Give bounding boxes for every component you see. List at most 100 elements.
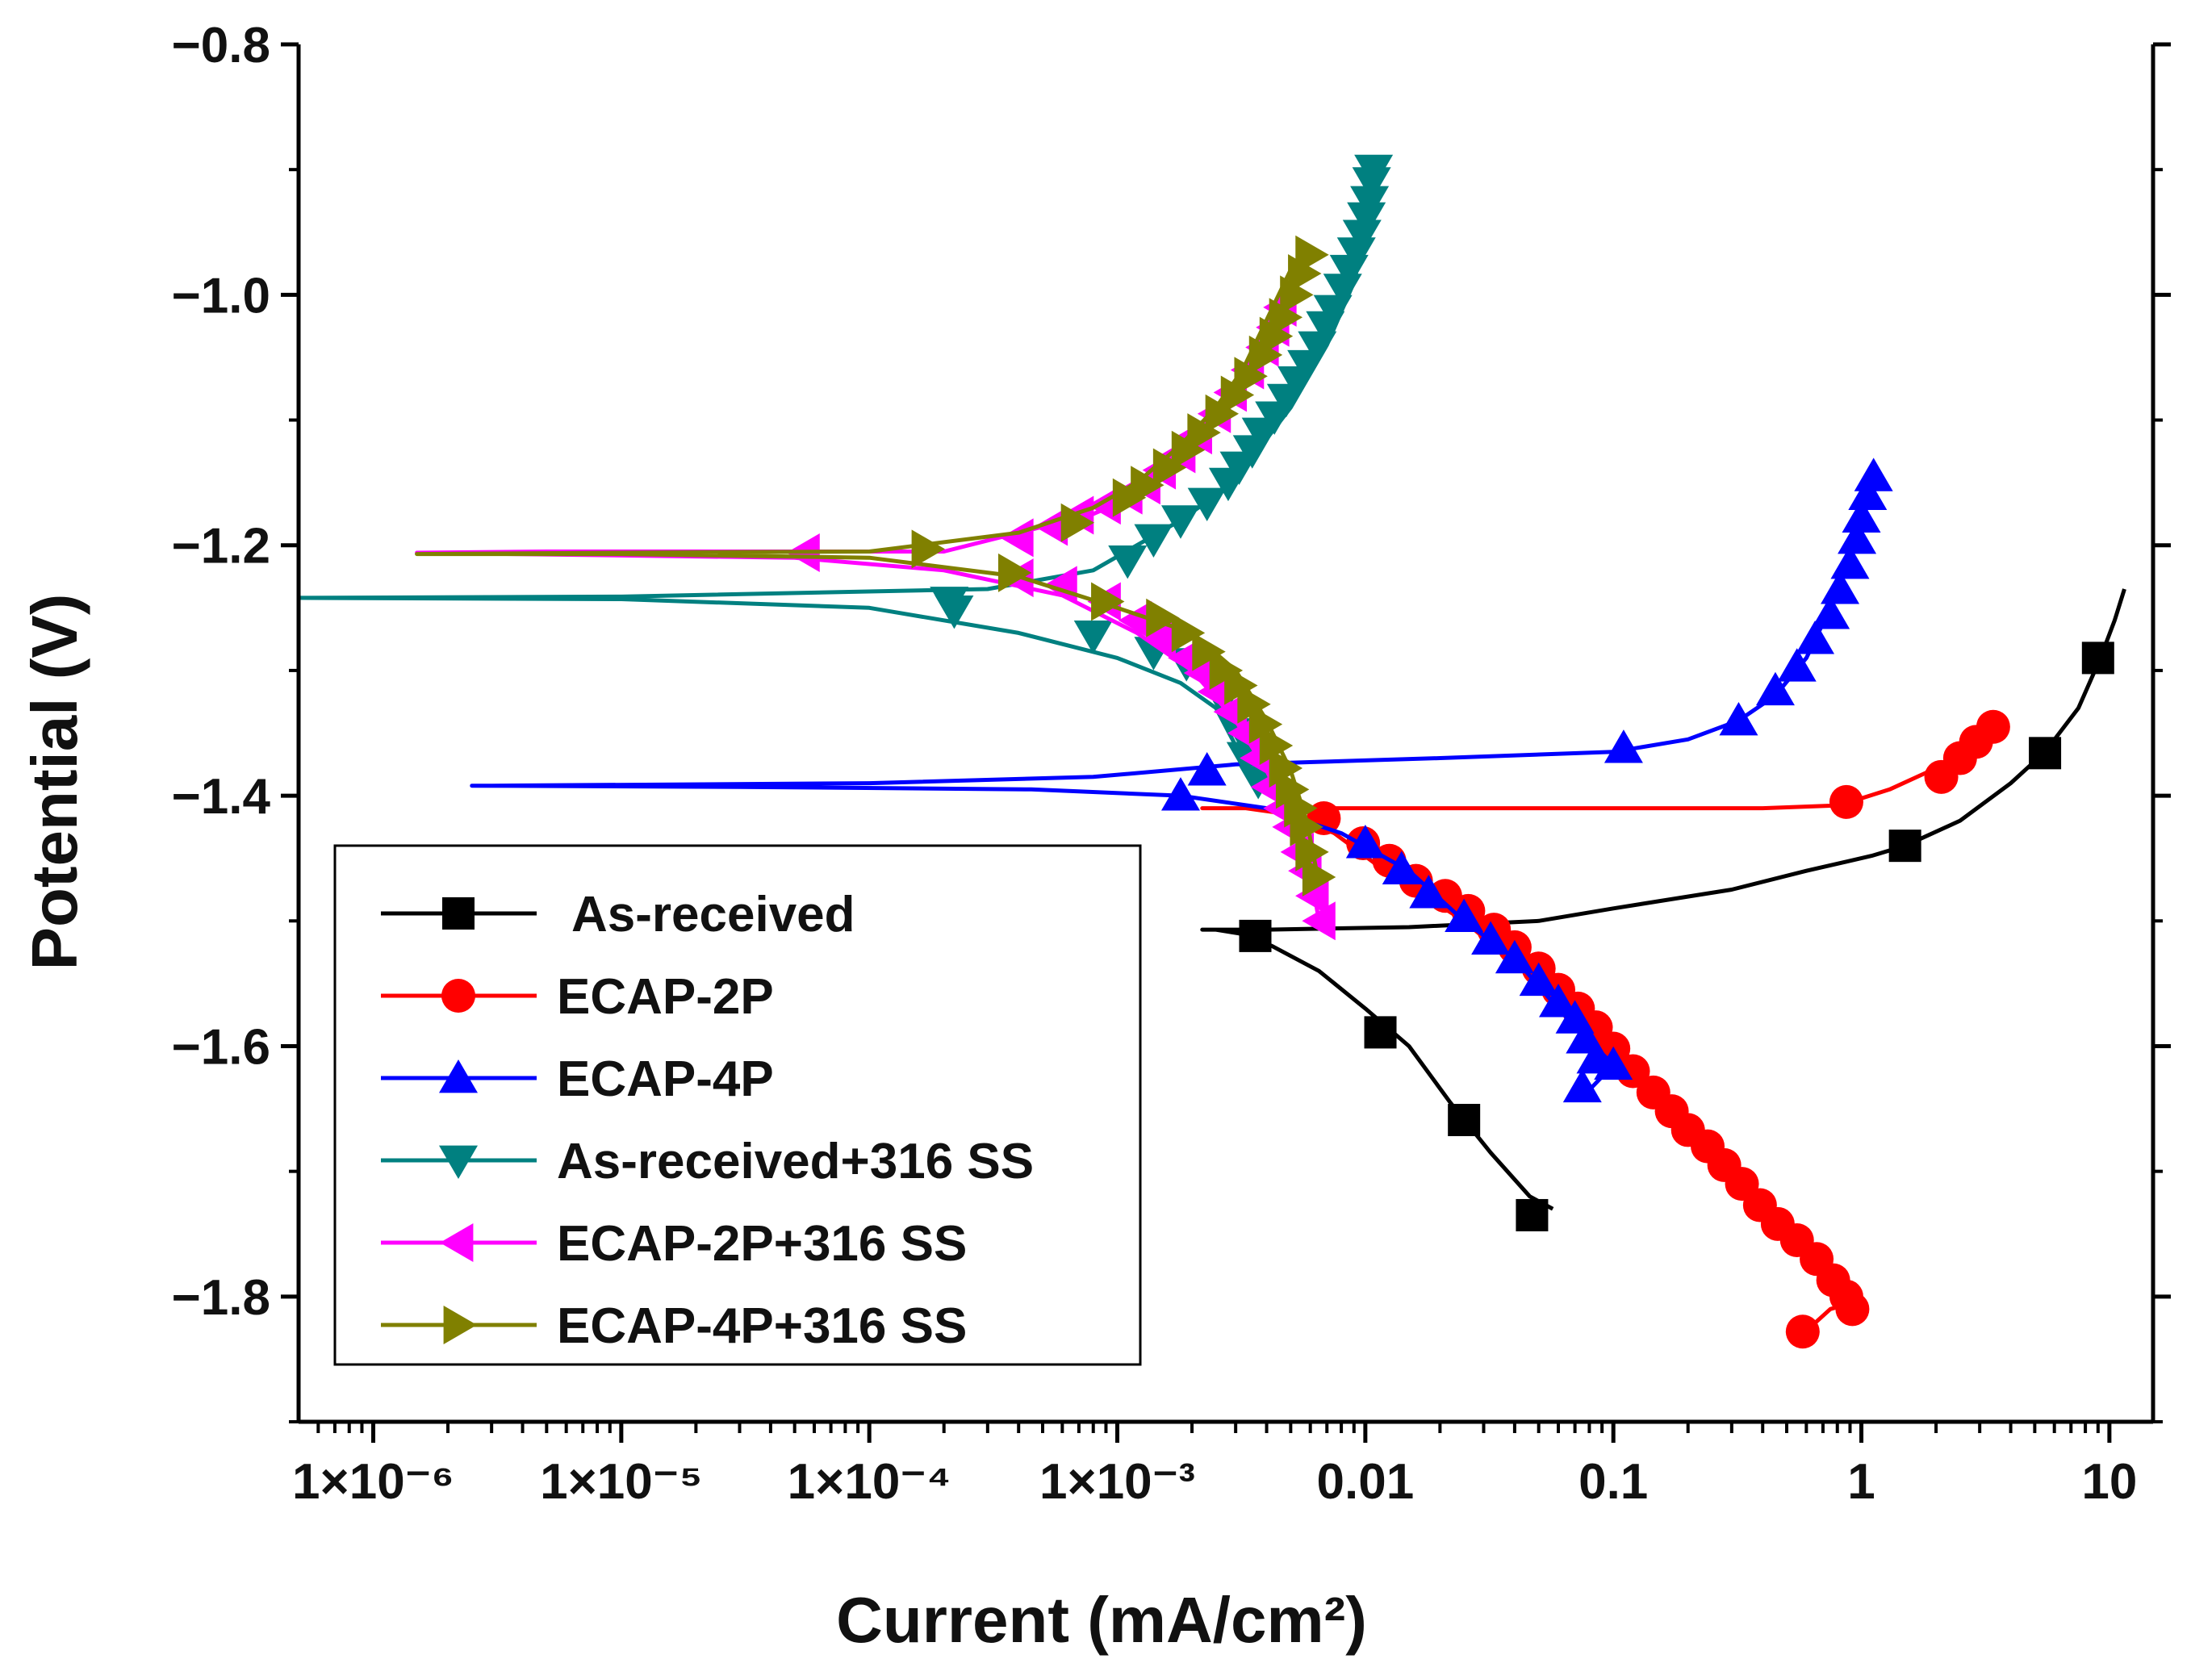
data-point-ecap-4p-6 — [1471, 921, 1511, 955]
data-point-ecap-4p-plus-316-ss-8 — [1237, 684, 1271, 724]
data-point-as-received-plus-316-ss-11 — [1108, 545, 1148, 579]
data-point-as-received-plus-316-ss-31 — [1350, 186, 1390, 219]
data-point-ecap-4p-plus-316-ss-16 — [911, 529, 946, 569]
data-point-ecap-2p-32 — [1976, 709, 2010, 744]
data-point-ecap-4p-plus-316-ss-27 — [1259, 316, 1294, 356]
data-point-ecap-4p-8 — [1519, 962, 1558, 997]
legend-marker-ecap-4p-plus-316-ss — [443, 1306, 477, 1344]
legend-label-ecap-2p-plus-316-ss: ECAP-2P+316 SS — [557, 1216, 967, 1272]
x-tick-label-6: 1 — [1847, 1454, 1875, 1510]
legend-item-ecap-2p-plus-316-ss: ECAP-2P+316 SS — [381, 1216, 967, 1272]
data-point-ecap-4p-18 — [1777, 648, 1817, 682]
data-point-ecap-4p-plus-316-ss-22 — [1187, 413, 1221, 453]
data-point-ecap-4p-24 — [1842, 499, 1881, 533]
legend-label-ecap-4p-plus-316-ss: ECAP-4P+316 SS — [557, 1298, 967, 1354]
data-point-ecap-4p-plus-316-ss-6 — [1259, 726, 1294, 766]
data-point-ecap-4p-plus-316-ss-10 — [1209, 650, 1244, 690]
data-point-ecap-4p-1 — [1187, 752, 1227, 786]
data-point-as-received-plus-316-ss-30 — [1347, 202, 1386, 236]
data-point-ecap-4p-plus-316-ss-23 — [1205, 394, 1240, 433]
data-point-as-received-2 — [1448, 1104, 1481, 1137]
data-point-ecap-4p-7 — [1495, 939, 1534, 974]
data-point-ecap-4p-plus-316-ss-13 — [1146, 598, 1180, 637]
data-point-as-received-plus-316-ss-10 — [930, 587, 969, 621]
data-point-ecap-4p-plus-316-ss-24 — [1220, 375, 1255, 415]
legend-label-ecap-4p: ECAP-4P — [557, 1051, 774, 1107]
data-point-as-received-plus-316-ss-8 — [1073, 621, 1113, 654]
legend-item-as-received: As-received — [381, 887, 855, 942]
data-point-as-received-plus-316-ss-33 — [1354, 154, 1394, 189]
data-point-as-received-3 — [1516, 1198, 1549, 1231]
data-point-as-received-1 — [1364, 1016, 1397, 1049]
y-tick-label-0: −0.8 — [172, 18, 270, 73]
x-axis-title: Current (mA/cm²) — [836, 1584, 1367, 1656]
data-point-ecap-4p-plus-316-ss-17 — [1060, 503, 1095, 542]
y-axis-title: Potential (V) — [19, 594, 90, 971]
series-as-received — [1200, 588, 2126, 1231]
data-point-ecap-2p-27 — [1785, 1314, 1820, 1349]
data-point-as-received-plus-316-ss-12 — [1134, 524, 1173, 558]
data-point-ecap-4p-plus-316-ss-20 — [1152, 448, 1187, 487]
legend-item-ecap-2p: ECAP-2P — [381, 969, 774, 1025]
y-tick-label-1: −1.0 — [172, 268, 270, 324]
data-point-ecap-4p-plus-316-ss-12 — [1171, 613, 1206, 653]
data-point-ecap-2p-26 — [1835, 1292, 1870, 1327]
legend-item-ecap-4p: ECAP-4P — [381, 1051, 774, 1107]
x-tick-label-2: 1×10⁻⁴ — [788, 1454, 951, 1510]
data-point-as-received-plus-316-ss-14 — [1187, 487, 1227, 521]
data-point-ecap-4p-plus-316-ss-1 — [1295, 832, 1329, 871]
legend-marker-as-received — [442, 897, 475, 930]
x-tick-label-4: 0.01 — [1317, 1454, 1415, 1510]
y-tick-label-5: −1.8 — [172, 1270, 270, 1326]
data-point-ecap-4p-3 — [1382, 850, 1421, 885]
data-point-ecap-4p-plus-316-ss-25 — [1234, 357, 1268, 396]
data-point-ecap-2p-plus-316-ss-16 — [1043, 566, 1077, 605]
data-point-as-received-plus-316-ss-13 — [1160, 505, 1200, 539]
data-point-ecap-4p-plus-316-ss-0 — [1302, 857, 1336, 896]
data-point-ecap-4p-22 — [1830, 545, 1870, 579]
data-point-as-received-0 — [1239, 919, 1272, 952]
data-point-ecap-4p-17 — [1755, 671, 1795, 706]
data-point-ecap-4p-25 — [1848, 476, 1888, 511]
legend-marker-as-received-plus-316-ss — [439, 1145, 478, 1179]
data-point-ecap-4p-13 — [1594, 1046, 1633, 1080]
data-point-as-received-plus-316-ss-29 — [1342, 219, 1382, 253]
data-point-ecap-4p-20 — [1811, 596, 1850, 629]
x-tick-label-0: 1×10⁻⁶ — [292, 1454, 454, 1510]
series-as-received-plus-316-ss — [299, 154, 1394, 800]
data-point-ecap-4p-9 — [1539, 984, 1578, 1018]
axes: −0.8 −1.0 −1.2 −1.4 −1.6 −1.8 1×10⁻⁶ 1×10⁻⁵ 1×10… — [172, 18, 2171, 1510]
data-point-ecap-2p-28 — [1829, 784, 1863, 819]
data-point-ecap-4p-4 — [1409, 875, 1449, 909]
data-point-ecap-2p-plus-316-ss-14 — [1118, 600, 1152, 640]
x-tick-label-3: 1×10⁻³ — [1039, 1454, 1195, 1510]
data-point-as-received-6 — [2081, 641, 2114, 675]
legend-label-ecap-2p: ECAP-2P — [557, 969, 774, 1025]
y-tick-label-3: −1.4 — [172, 769, 271, 825]
legend-label-as-received: As-received — [571, 887, 855, 942]
x-tick-label-5: 0.1 — [1578, 1454, 1648, 1510]
legend-marker-ecap-2p-plus-316-ss — [440, 1223, 474, 1262]
legend-item-ecap-4p-plus-316-ss: ECAP-4P+316 SS — [381, 1298, 967, 1354]
x-tick-label-1: 1×10⁻⁵ — [540, 1454, 703, 1510]
data-point-ecap-4p-plus-316-ss-11 — [1192, 632, 1226, 671]
plot-content — [299, 154, 2126, 1349]
x-tick-label-7: 10 — [2081, 1454, 2137, 1510]
legend-item-as-received-plus-316-ss: As-received+316 SS — [381, 1134, 1034, 1189]
legend: As-received ECAP-2P ECAP-4P As-received+316… — [333, 844, 1142, 1366]
data-point-ecap-4p-plus-316-ss-5 — [1269, 748, 1303, 788]
data-point-ecap-4p-19 — [1796, 621, 1835, 654]
series-ecap-4p-plus-316-ss — [415, 235, 1336, 896]
data-point-as-received-5 — [2029, 737, 2062, 770]
y-tick-label-4: −1.6 — [172, 1019, 270, 1075]
data-point-ecap-4p-15 — [1604, 729, 1643, 763]
data-point-ecap-4p-plus-316-ss-14 — [1091, 582, 1125, 621]
data-point-ecap-4p-plus-316-ss-7 — [1248, 704, 1283, 744]
data-point-ecap-4p-plus-316-ss-31 — [1295, 235, 1329, 274]
data-point-ecap-4p-plus-316-ss-28 — [1269, 298, 1303, 337]
data-point-ecap-4p-16 — [1719, 701, 1758, 736]
data-point-ecap-4p-plus-316-ss-18 — [1112, 478, 1147, 517]
data-point-ecap-2p-plus-316-ss-13 — [1142, 620, 1177, 659]
data-point-ecap-4p-plus-316-ss-19 — [1131, 466, 1164, 505]
